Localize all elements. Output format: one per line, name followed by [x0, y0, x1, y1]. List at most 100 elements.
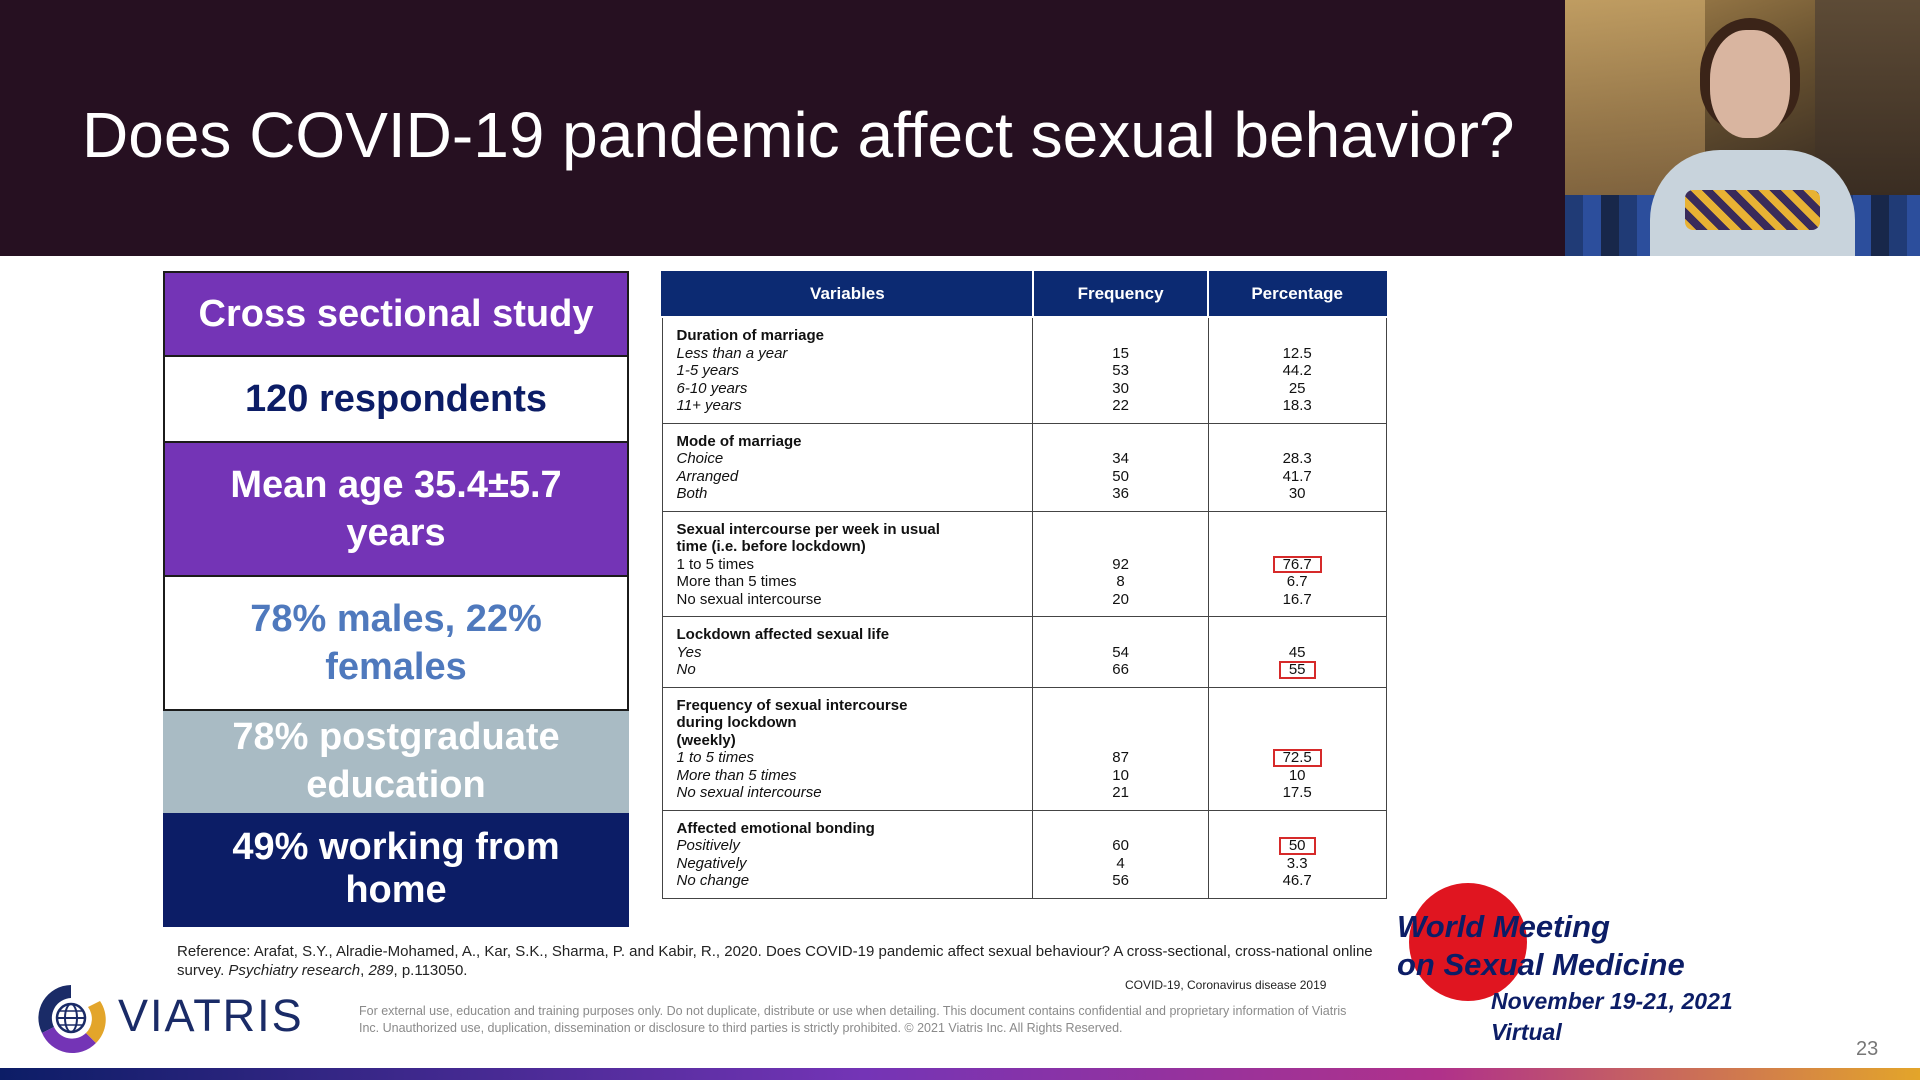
row-label: Less than a year: [676, 344, 788, 362]
group-title: (weekly): [676, 731, 736, 749]
row-label: 1 to 5 times: [676, 749, 755, 766]
frequency-value: 50: [1112, 467, 1129, 485]
frequency-value: 66: [1112, 661, 1129, 678]
percentage-value: 18.3: [1282, 397, 1312, 414]
row-label: Negatively: [676, 854, 747, 872]
event-dates: November 19-21, 2021 Virtual: [1491, 986, 1733, 1048]
row-label: More than 5 times: [676, 766, 797, 784]
row-label: No change: [676, 872, 750, 889]
frequency-value: 87: [1112, 749, 1129, 766]
percentage-value: 10: [1288, 766, 1306, 784]
frequency-value: 15: [1112, 344, 1129, 362]
percentage-cell: 76.7 6.7 16.7: [1207, 510, 1387, 617]
presenter-webcam-feed: [1565, 0, 1920, 256]
percentage-value: 6.7: [1286, 573, 1308, 590]
row-label: Choice: [676, 450, 724, 467]
variable-cell: Affected emotional bonding Positively Ne…: [661, 809, 1034, 899]
stat-gender: 78% males, 22% females: [163, 577, 629, 711]
table-row: Mode of marriage Choice Arranged Both 34…: [661, 422, 1387, 512]
variable-cell: Duration of marriage Less than a year 1-…: [661, 316, 1034, 424]
viatris-logo-icon: [38, 985, 106, 1054]
column-header-frequency: Frequency: [1031, 271, 1210, 318]
reference-text: Reference: Arafat, S.Y., Alradie-Mohamed…: [177, 943, 1373, 979]
percentage-cell: 12.5 44.2 25 18.3: [1207, 316, 1387, 424]
abbreviation-note: COVID-19, Coronavirus disease 2019: [1125, 978, 1327, 992]
presenter-scarf: [1685, 190, 1820, 230]
variable-cell: Mode of marriage Choice Arranged Both: [661, 422, 1034, 512]
frequency-cell: 92 8 20: [1032, 510, 1209, 617]
percentage-value: 12.5: [1282, 344, 1312, 362]
percentage-value: 3.3: [1286, 854, 1308, 872]
percentage-value: 28.3: [1282, 450, 1312, 467]
group-title: Affected emotional bonding: [676, 819, 875, 837]
stat-working-from-home: 49% working from home: [163, 813, 629, 927]
frequency-value: 36: [1112, 485, 1129, 502]
row-label: Yes: [676, 643, 702, 661]
percentage-value: 17.5: [1282, 784, 1312, 801]
row-label: No sexual intercourse: [676, 784, 822, 801]
frequency-value: 54: [1112, 643, 1129, 661]
reference-separator: ,: [360, 962, 369, 979]
reference-journal: Psychiatry research: [228, 962, 361, 979]
frequency-value: 30: [1112, 379, 1129, 397]
group-title: Frequency of sexual intercourse: [676, 696, 908, 714]
percentage-value: 46.7: [1282, 872, 1312, 889]
column-header-variables: Variables: [661, 271, 1034, 318]
presenter-face: [1710, 30, 1790, 138]
percentage-value: 30: [1288, 485, 1306, 502]
frequency-value: 56: [1112, 872, 1129, 889]
row-label: 1 to 5 times: [676, 555, 755, 573]
percentage-value: 41.7: [1282, 467, 1312, 485]
legal-disclaimer: For external use, education and training…: [359, 1004, 1347, 1035]
bottom-accent-bar: [0, 1068, 1920, 1080]
event-mode: Virtual: [1491, 1019, 1562, 1045]
row-label: No: [676, 661, 696, 678]
event-name: World Meeting on Sexual Medicine: [1397, 908, 1685, 984]
percentage-value: 25: [1288, 379, 1306, 397]
stat-mean-age: Mean age 35.4±5.7 years: [163, 443, 629, 577]
stat-study-type: Cross sectional study: [163, 271, 629, 357]
row-label: Positively: [676, 837, 740, 854]
percentage-cell: 45 55: [1207, 616, 1387, 688]
row-label: Arranged: [676, 467, 739, 485]
frequency-value: 92: [1112, 555, 1129, 573]
viatris-logo-text: VIATRIS: [118, 990, 304, 1041]
highlighted-percentage: 55: [1278, 661, 1316, 679]
frequency-value: 21: [1112, 784, 1129, 801]
row-label: 1-5 years: [676, 362, 740, 379]
variable-cell: Frequency of sexual intercourse during l…: [661, 686, 1034, 811]
reference-citation: Reference: Arafat, S.Y., Alradie-Mohamed…: [177, 942, 1377, 980]
row-label: No sexual intercourse: [676, 590, 822, 608]
table-row: Sexual intercourse per week in usual tim…: [661, 510, 1387, 617]
row-label: 6-10 years: [676, 379, 748, 397]
frequency-value: 22: [1112, 397, 1129, 414]
frequency-cell: 34 50 36: [1032, 422, 1209, 512]
table-row: Affected emotional bonding Positively Ne…: [661, 809, 1387, 899]
frequency-cell: 60 4 56: [1032, 809, 1209, 899]
frequency-value: 4: [1116, 854, 1125, 872]
percentage-value: 45: [1288, 643, 1306, 661]
stat-respondents: 120 respondents: [163, 357, 629, 443]
percentage-cell: 28.3 41.7 30: [1207, 422, 1387, 512]
event-logo-circle: [1409, 883, 1527, 1001]
reference-volume: 289: [368, 962, 394, 979]
group-title: Duration of marriage: [676, 327, 825, 344]
frequency-value: 60: [1112, 837, 1129, 854]
frequency-cell: 15 53 30 22: [1032, 316, 1209, 424]
table-row: Lockdown affected sexual life Yes No 54 …: [661, 616, 1387, 688]
frequency-value: 20: [1112, 590, 1129, 608]
column-header-percentage: Percentage: [1207, 271, 1387, 318]
table-header-row: Variables Frequency Percentage: [661, 271, 1387, 318]
percentage-value: 16.7: [1282, 590, 1312, 608]
highlighted-percentage: 72.5: [1272, 749, 1322, 767]
frequency-value: 10: [1112, 766, 1129, 784]
group-title: during lockdown: [676, 714, 797, 731]
percentage-value: 44.2: [1282, 362, 1312, 379]
survey-results-table: Variables Frequency Percentage Duration …: [661, 271, 1387, 899]
row-label: More than 5 times: [676, 573, 797, 590]
event-name-line1: World Meeting: [1397, 909, 1610, 944]
highlighted-percentage: 76.7: [1272, 555, 1322, 573]
webcam-background-frame: [1815, 0, 1920, 195]
group-title: time (i.e. before lockdown): [676, 538, 866, 555]
highlighted-percentage: 50: [1278, 837, 1316, 855]
